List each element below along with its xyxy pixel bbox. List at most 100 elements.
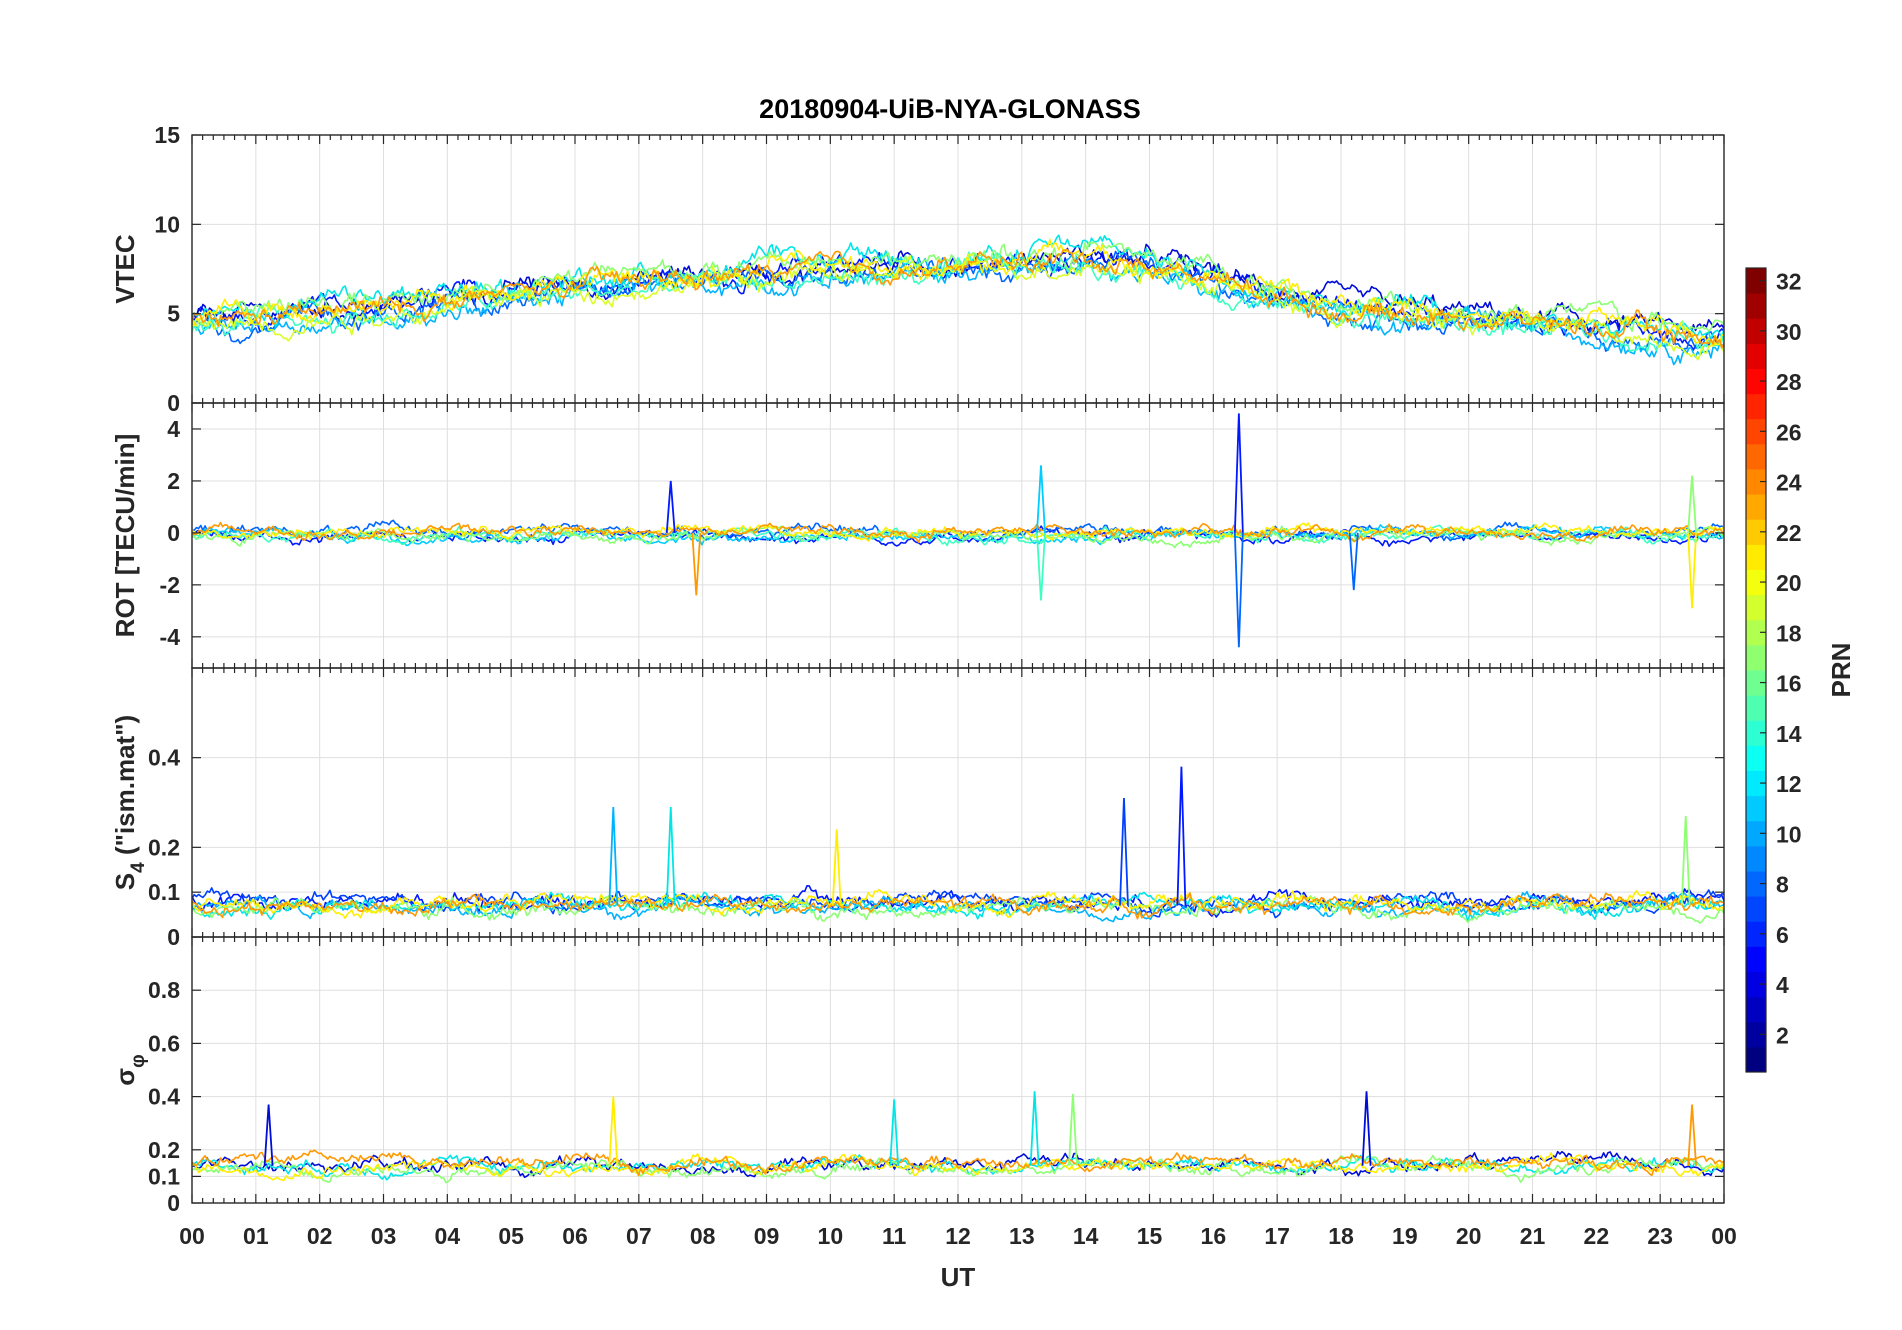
colorbar-tick-label: 28: [1776, 369, 1802, 395]
spike: [1687, 532, 1697, 609]
series-group: [192, 234, 1724, 366]
colorbar-segment: [1746, 519, 1766, 545]
series-group: [192, 413, 1724, 648]
series-line-prn-23: [192, 1149, 1724, 1177]
colorbar-segment: [1746, 318, 1766, 344]
colorbar-segment: [1746, 644, 1766, 671]
series-line-prn-23: [192, 892, 1724, 920]
colorbar-segment: [1746, 268, 1766, 294]
x-tick-label: 07: [626, 1223, 652, 1249]
y-tick-label: 0.4: [148, 1084, 180, 1110]
colorbar-segment: [1746, 368, 1766, 395]
colorbar-segment: [1746, 393, 1766, 420]
spike: [1680, 815, 1691, 906]
colorbar-segment: [1746, 921, 1766, 947]
y-tick-label: 0: [167, 924, 180, 950]
series-group: [192, 766, 1724, 924]
colorbar-segment: [1746, 569, 1766, 596]
colorbar-segment: [1746, 820, 1766, 847]
x-tick-label: 10: [818, 1223, 844, 1249]
colorbar-segment: [1746, 720, 1766, 746]
colorbar-segment: [1746, 1046, 1766, 1073]
y-tick-label: 0.1: [148, 879, 180, 905]
spike: [1361, 1091, 1372, 1166]
series-line-prn-20: [192, 1152, 1724, 1182]
x-tick-label: 09: [754, 1223, 780, 1249]
x-tick-label: 05: [498, 1223, 524, 1249]
x-tick-label: 11: [882, 1223, 907, 1249]
spike: [831, 829, 842, 906]
y-tick-label: 15: [154, 122, 180, 148]
colorbar-tick-label: 22: [1776, 520, 1802, 546]
colorbar-tick-label: 30: [1776, 319, 1802, 345]
x-tick-label: 21: [1520, 1223, 1546, 1249]
y-tick-label: 4: [167, 416, 180, 442]
x-tick-label: 19: [1392, 1223, 1418, 1249]
series-line-prn-23: [192, 521, 1724, 543]
x-tick-label: 02: [307, 1223, 333, 1249]
spike: [665, 806, 676, 906]
spike: [1687, 475, 1697, 533]
colorbar-segment: [1746, 670, 1766, 696]
colorbar-segment: [1746, 343, 1766, 369]
x-tick-label: 03: [371, 1223, 397, 1249]
colorbar-segment: [1746, 896, 1766, 922]
y-tick-label: 0.6: [148, 1030, 180, 1056]
colorbar-segment: [1746, 695, 1766, 721]
y-axis-label: σφ: [110, 1054, 149, 1085]
spike: [1029, 1091, 1040, 1166]
series-line-prn-20: [192, 522, 1724, 542]
y-tick-label: 0: [167, 1190, 180, 1216]
spike: [1176, 766, 1187, 906]
colorbar-tick-label: 14: [1776, 721, 1802, 747]
y-tick-label: -2: [160, 572, 180, 598]
x-tick-label: 14: [1073, 1223, 1099, 1249]
spike: [1036, 465, 1046, 533]
x-tick-labels: 00 01 02 03 04 05 06 07 08 09 10 11 12 13 14 15 16 17 18 19…: [179, 1223, 1737, 1249]
colorbar-segment: [1746, 795, 1766, 822]
colorbar-segment: [1746, 1021, 1766, 1048]
colorbar-segment: [1746, 871, 1766, 897]
colorbar-tick-label: 6: [1776, 922, 1789, 948]
series-line-prn-20: [192, 238, 1724, 347]
colorbar-tick-label: 8: [1776, 872, 1789, 898]
x-tick-label: 00: [179, 1223, 205, 1249]
y-tick-label: -4: [160, 624, 181, 650]
spike: [263, 1104, 274, 1166]
colorbar-tick-label: 32: [1776, 269, 1802, 295]
x-tick-label: 18: [1328, 1223, 1354, 1249]
x-tick-label: 04: [435, 1223, 461, 1249]
colorbar-tick-label: 12: [1776, 771, 1802, 797]
spike: [1687, 1104, 1697, 1166]
y-tick-label: 0.2: [148, 1137, 180, 1163]
series-line-prn-16: [192, 893, 1724, 924]
colorbar-tick-label: 20: [1776, 570, 1802, 596]
y-axis-label: VTEC: [110, 234, 140, 304]
colorbar-tick-label: 24: [1776, 470, 1802, 496]
panel-4: 00.10.2 0.4 0.6 0.8 σφ: [110, 936, 1725, 1216]
x-tick-label: 15: [1137, 1223, 1163, 1249]
chart-title: 20180904-UiB-NYA-GLONASS: [759, 94, 1141, 124]
colorbar-segment: [1746, 770, 1766, 797]
colorbar-segment: [1746, 443, 1766, 470]
y-tick-label: 5: [167, 301, 180, 327]
spike: [1233, 413, 1244, 533]
panel-2: -4 -2 0 2 4 ROT [TECU/min]: [110, 402, 1725, 669]
spike: [1233, 532, 1244, 648]
colorbar-frame: [1745, 267, 1767, 1073]
colorbar-segment: [1746, 946, 1766, 972]
colorbar-segment: [1746, 293, 1766, 319]
x-tick-label: 20: [1456, 1223, 1482, 1249]
spike: [1036, 532, 1046, 601]
x-tick-label: 22: [1584, 1223, 1610, 1249]
x-tick-label: 23: [1647, 1223, 1673, 1249]
colorbar-label: PRN: [1826, 643, 1856, 698]
x-tick-label: 12: [945, 1223, 971, 1249]
colorbar-segment: [1746, 544, 1766, 570]
spike: [1119, 797, 1129, 906]
x-tick-label: 17: [1264, 1223, 1290, 1249]
x-tick-label: 16: [1201, 1223, 1227, 1249]
spike: [1348, 532, 1359, 591]
